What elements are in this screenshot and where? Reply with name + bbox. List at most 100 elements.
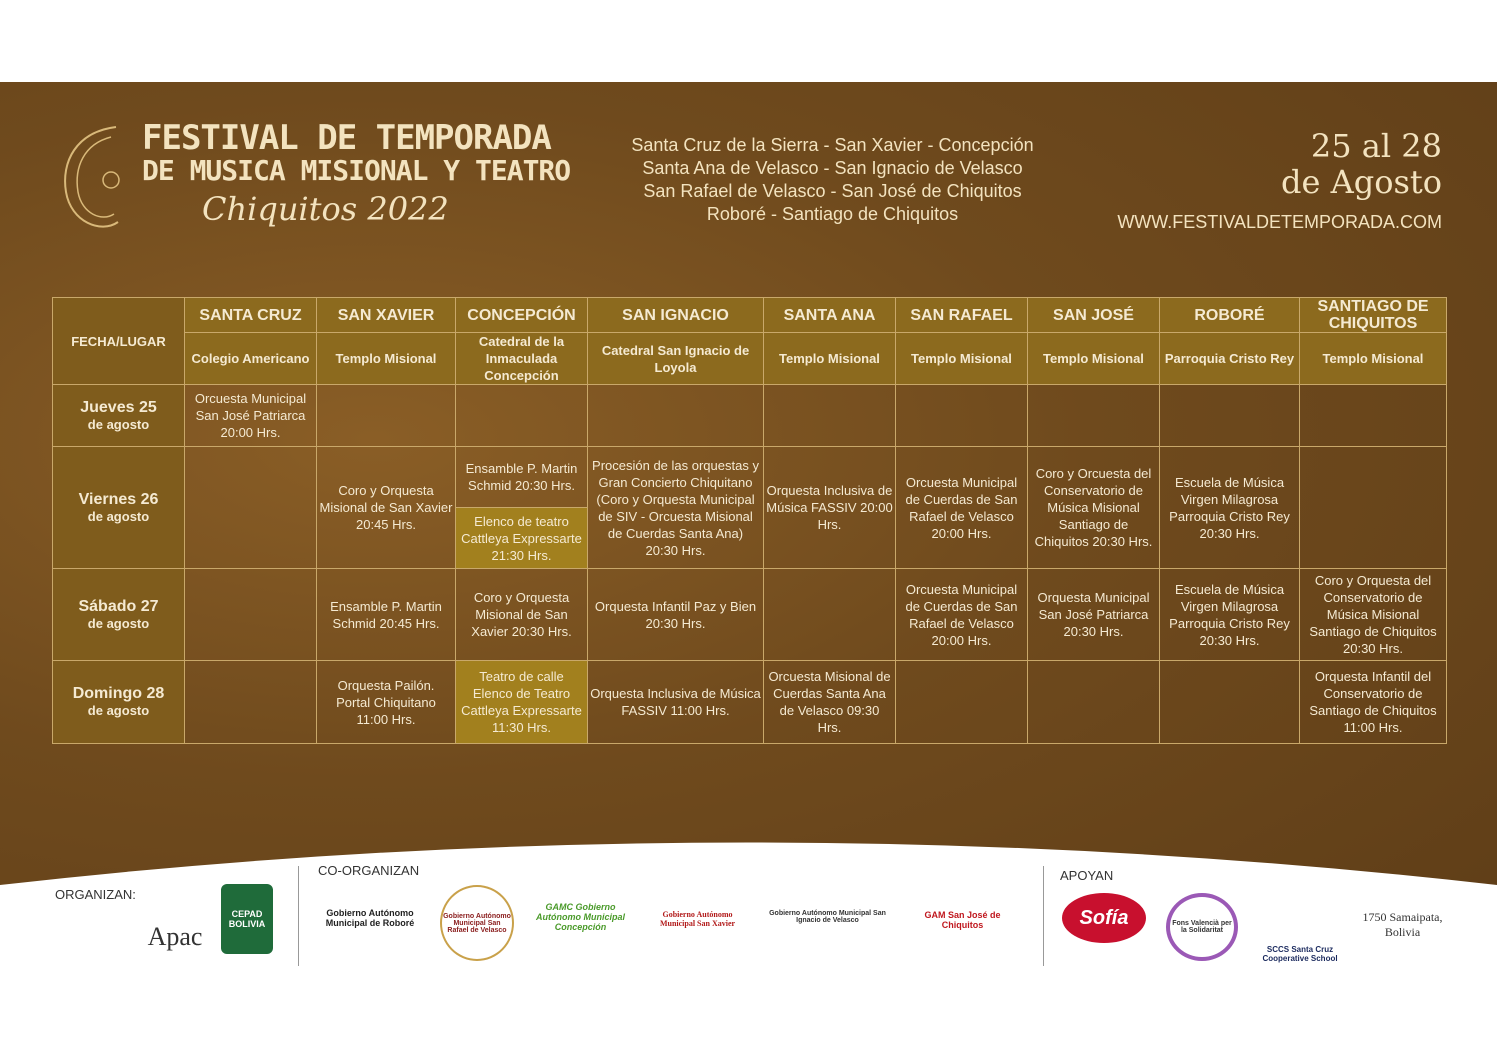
sccs-logo: SCCS Santa Cruz Cooperative School bbox=[1262, 945, 1338, 963]
event-cell: Orquesta Municipal San José Patriarca 20… bbox=[1027, 568, 1160, 661]
table-row: Viernes 26 de agosto Coro y Orquesta Misio… bbox=[52, 446, 1447, 569]
event-cell bbox=[1027, 384, 1160, 447]
column-venue: Templo Misional bbox=[763, 332, 896, 385]
footer-wave bbox=[0, 842, 1497, 975]
column-venue: Catedral de la Inmaculada Concepción bbox=[455, 332, 588, 385]
city-line: San Rafael de Velasco - San José de Chiq… bbox=[643, 181, 1022, 201]
event-cell: Escuela de Música Virgen Milagrosa Parro… bbox=[1159, 446, 1300, 569]
column-city: SAN RAFAEL bbox=[895, 297, 1028, 333]
event-cell: Orcuesta Municipal San José Patriarca 20… bbox=[184, 384, 317, 447]
city-line: Santa Ana de Velasco - San Ignacio de Ve… bbox=[642, 158, 1023, 178]
day-cell: Sábado 27 de agosto bbox=[52, 568, 185, 661]
event-cell: Procesión de las orquestas y Gran Concie… bbox=[587, 446, 764, 569]
divider bbox=[1043, 866, 1044, 966]
website-link[interactable]: WWW.FESTIVALDETEMPORADA.COM bbox=[1117, 212, 1442, 232]
1750-logo: 1750 Samaipata, Bolivia bbox=[1362, 910, 1443, 939]
column-city: SAN XAVIER bbox=[316, 297, 456, 333]
san-xavier-logo: Gobierno Autónomo Municipal San Xavier bbox=[659, 910, 736, 928]
column-venue: Templo Misional bbox=[1299, 332, 1447, 385]
event-cell: Orquesta Infantil del Conservatorio de S… bbox=[1299, 660, 1447, 744]
event-cell bbox=[184, 446, 317, 569]
event-cell bbox=[184, 660, 317, 744]
san-ignacio-logo: Gobierno Autónomo Municipal San Ignacio … bbox=[769, 910, 886, 924]
event-cell: Orcuesta Misional de Cuerdas Santa Ana d… bbox=[763, 660, 896, 744]
day-cell: Domingo 28 de agosto bbox=[52, 660, 185, 744]
city-list: Santa Cruz de la Sierra - San Xavier - C… bbox=[600, 134, 1065, 226]
event-cell bbox=[895, 660, 1028, 744]
city-line: Santa Cruz de la Sierra - San Xavier - C… bbox=[631, 135, 1034, 155]
event-cell: Orquesta Pailón. Portal Chiquitano 11:00… bbox=[316, 660, 456, 744]
san-rafael-logo: Gobierno Autónomo Municipal San Rafael d… bbox=[440, 885, 514, 961]
event-cell bbox=[587, 384, 764, 447]
organizan-label: ORGANIZAN: bbox=[55, 887, 136, 902]
event-cell: Orcuesta Municipal de Cuerdas de San Raf… bbox=[895, 446, 1028, 569]
column-city: SANTA ANA bbox=[763, 297, 896, 333]
event-sub-cell: Ensamble P. Martin Schmid 20:30 Hrs. bbox=[465, 461, 578, 493]
column-venue: Parroquia Cristo Rey bbox=[1159, 332, 1300, 385]
event-cell: Orquesta Infantil Paz y Bien 20:30 Hrs. bbox=[587, 568, 764, 661]
column-city: SANTA CRUZ bbox=[184, 297, 317, 333]
day-month: de agosto bbox=[87, 615, 150, 631]
robore-logo: Gobierno Autónomo Municipal de Roboré bbox=[325, 908, 415, 928]
cepad-logo: CEPAD BOLIVIA bbox=[221, 884, 273, 954]
day-cell: Viernes 26 de agosto bbox=[52, 446, 185, 569]
day-month: de agosto bbox=[87, 703, 150, 718]
event-cell: Ensamble P. Martin Schmid 20:45 Hrs. bbox=[316, 568, 456, 661]
event-cell bbox=[1159, 384, 1300, 447]
event-sub-cell: Elenco de teatro Cattleya Expressarte 21… bbox=[456, 507, 587, 568]
gam-san-jose-logo: GAM San José de Chiquitos bbox=[924, 909, 1001, 930]
festival-title-line2: DE MUSICA MISIONAL Y TEATRO bbox=[142, 154, 571, 187]
event-cell: Escuela de Música Virgen Milagrosa Parro… bbox=[1159, 568, 1300, 661]
event-cell: Orcuesta Municipal de Cuerdas de San Raf… bbox=[895, 568, 1028, 661]
apoyan-label: APOYAN bbox=[1060, 868, 1114, 883]
gamc-concepcion-logo: GAMC Gobierno Autónomo Municipal Concepc… bbox=[536, 902, 625, 932]
event-cell bbox=[184, 568, 317, 661]
table-row: Domingo 28 de agosto Orquesta Pailón. Port… bbox=[52, 660, 1447, 744]
event-cell bbox=[895, 384, 1028, 447]
day-month: de agosto bbox=[87, 416, 150, 432]
event-cell: Coro y Orcuesta del Conservatorio de Mús… bbox=[1027, 446, 1160, 569]
event-cell bbox=[763, 568, 896, 661]
column-city: SANTIAGO DE CHIQUITOS bbox=[1299, 297, 1447, 333]
event-cell: Teatro de calle Elenco de Teatro Cattley… bbox=[455, 660, 588, 744]
event-cell: Coro y Orquesta del Conservatorio de Mús… bbox=[1299, 568, 1447, 661]
schedule-table: FECHA/LUGAR SANTA CRUZ SAN XAVIER CONCEPCIÓ… bbox=[52, 297, 1447, 744]
day-name: Sábado 27 bbox=[78, 597, 159, 615]
event-cell bbox=[316, 384, 456, 447]
festival-title: FESTIVAL DE TEMPORADA bbox=[142, 118, 552, 158]
event-cell: Coro y Orquesta Misional de San Xavier 2… bbox=[455, 568, 588, 661]
coorganizan-label: CO-ORGANIZAN bbox=[318, 863, 420, 878]
poster-background: FESTIVAL DE TEMPORADA DE MUSICA MISIONAL… bbox=[0, 82, 1497, 975]
sofia-logo: Sofía bbox=[1062, 893, 1146, 943]
day-month: de agosto bbox=[87, 508, 150, 524]
table-row: Jueves 25 de agosto Orcuesta Municipal San… bbox=[52, 384, 1447, 447]
column-city: CONCEPCIÓN bbox=[455, 297, 588, 333]
fons-valencia-logo: Fons Valencià per la Solidaritat bbox=[1166, 893, 1238, 961]
column-venue: Catedral San Ignacio de Loyola bbox=[587, 332, 764, 385]
event-cell bbox=[1027, 660, 1160, 744]
column-venue: Templo Misional bbox=[316, 332, 456, 385]
event-cell: Orquesta Inclusiva de Música FASSIV 20:0… bbox=[763, 446, 896, 569]
column-venue: Templo Misional bbox=[895, 332, 1028, 385]
header-row-venues: Colegio Americano Templo Misional Catedral… bbox=[53, 332, 1447, 385]
day-cell: Jueves 25 de agosto bbox=[52, 384, 185, 447]
table-row: Sábado 27 de agosto Ensamble P. Martin Sch… bbox=[52, 568, 1447, 661]
event-cell: Orquesta Inclusiva de Música FASSIV 11:0… bbox=[587, 660, 764, 744]
column-city: ROBORÉ bbox=[1159, 297, 1300, 333]
festival-subtitle: Chiquitos 2022 bbox=[202, 190, 449, 228]
day-name: Jueves 25 bbox=[80, 398, 157, 416]
dates-line: 25 al 28 bbox=[1310, 127, 1442, 165]
day-name: Viernes 26 bbox=[78, 490, 159, 508]
header-row-cities: FECHA/LUGAR SANTA CRUZ SAN XAVIER CONCEPCIÓ… bbox=[52, 297, 1447, 385]
city-line: Roboré - Santiago de Chiquitos bbox=[706, 204, 959, 224]
event-cell bbox=[1299, 384, 1447, 447]
event-cell: Ensamble P. Martin Schmid 20:30 Hrs. Elen… bbox=[455, 446, 588, 569]
column-city: SAN JOSÉ bbox=[1027, 297, 1160, 333]
day-name: Domingo 28 bbox=[72, 685, 165, 702]
divider bbox=[298, 866, 299, 966]
column-city: SAN IGNACIO bbox=[587, 297, 764, 333]
event-cell bbox=[763, 384, 896, 447]
corner-header: FECHA/LUGAR bbox=[52, 297, 185, 385]
column-venue: Colegio Americano bbox=[184, 332, 317, 385]
violin-scroll-logo-icon bbox=[64, 126, 120, 228]
